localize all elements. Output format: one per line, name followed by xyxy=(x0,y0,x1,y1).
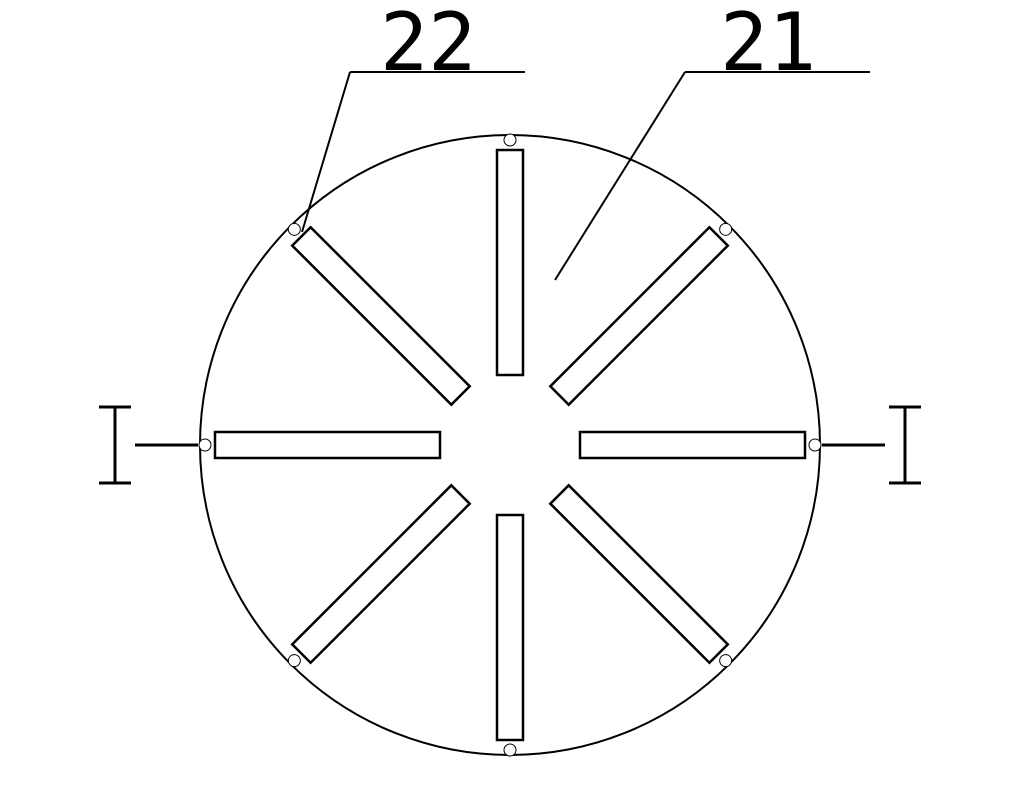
pin-icon xyxy=(809,439,821,451)
callout-label: 21 xyxy=(720,0,816,89)
pin-icon xyxy=(720,223,732,235)
technical-drawing: 22 21 xyxy=(0,0,1021,786)
pin-icon xyxy=(288,223,300,235)
pin-icon xyxy=(504,744,516,756)
spoke xyxy=(580,432,805,458)
spoke xyxy=(497,515,523,740)
pin-icon xyxy=(199,439,211,451)
spoke xyxy=(215,432,440,458)
callout-label: 22 xyxy=(380,0,476,89)
spoke xyxy=(497,150,523,375)
pin-icon xyxy=(720,655,732,667)
pin-icon xyxy=(504,134,516,146)
pin-icon xyxy=(288,655,300,667)
